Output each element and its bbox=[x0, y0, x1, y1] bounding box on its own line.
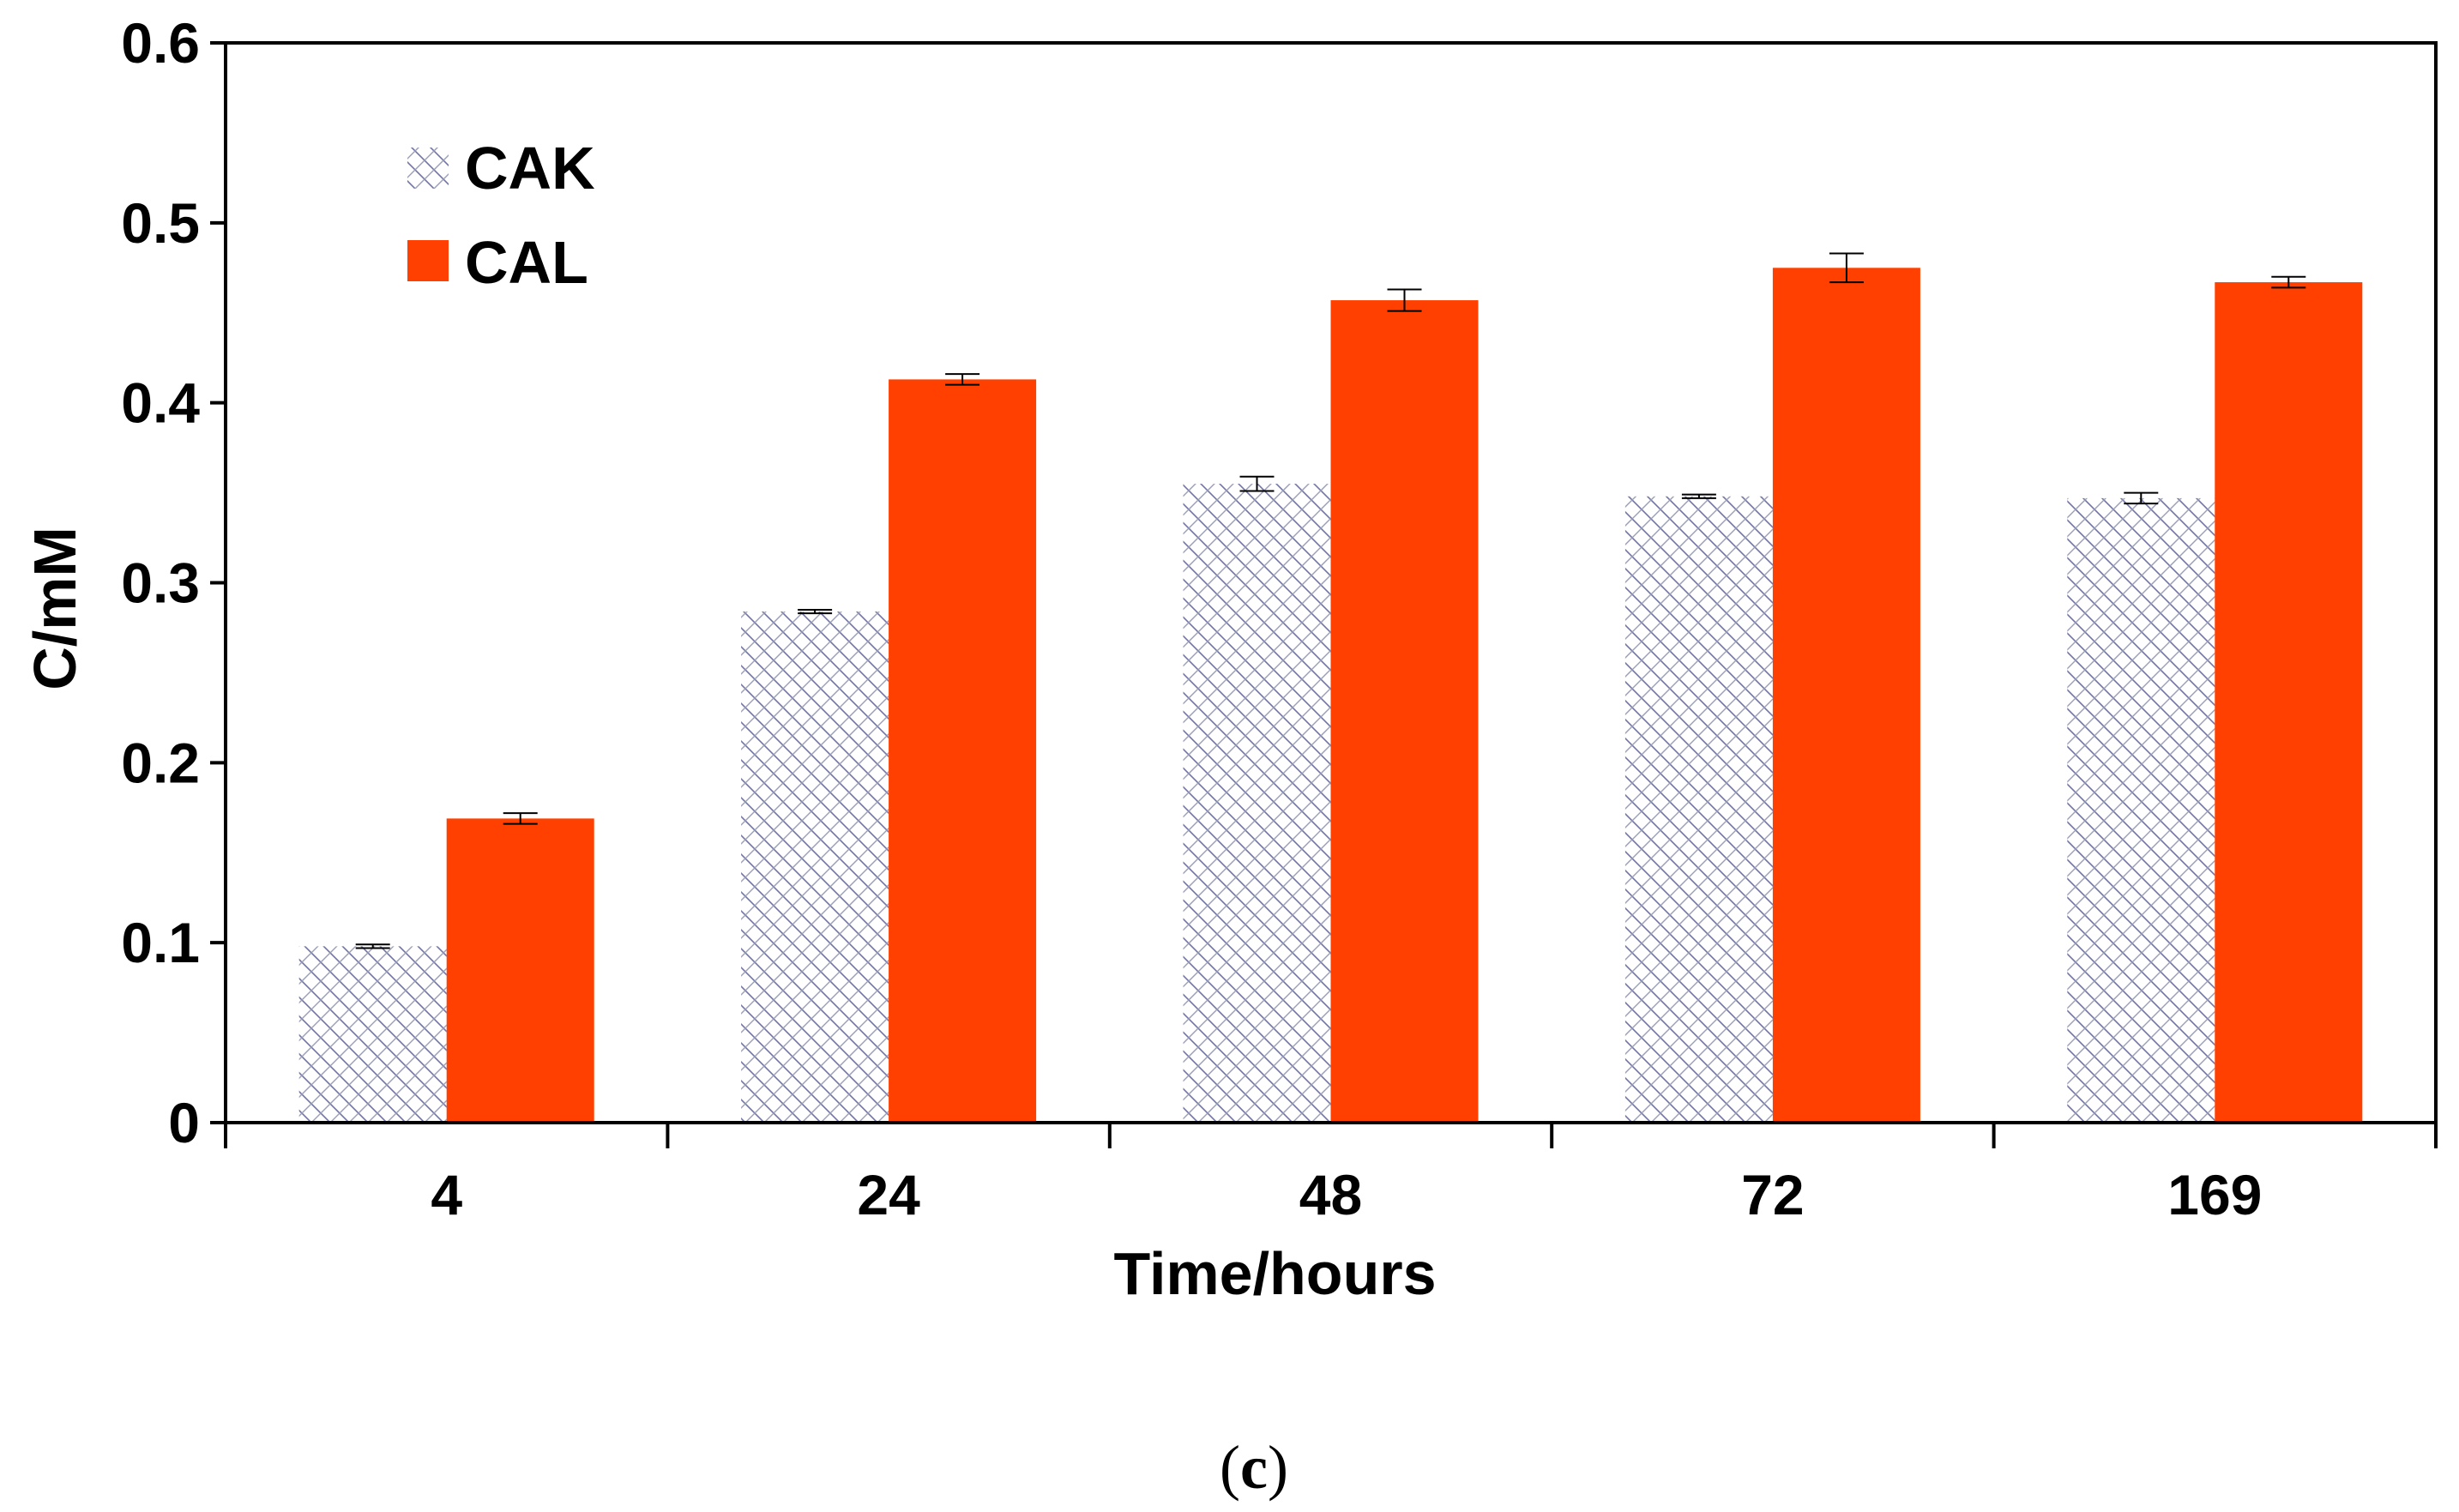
y-tick-label: 0.4 bbox=[121, 371, 200, 435]
x-axis-title: Time/hours bbox=[1113, 1240, 1436, 1307]
bar-cak-169 bbox=[2067, 497, 2215, 1123]
caption-close-paren: ) bbox=[1268, 1433, 1288, 1502]
error-bars-layer bbox=[355, 252, 2306, 949]
bar-cal-48 bbox=[1330, 300, 1479, 1123]
caption-open-paren: ( bbox=[1220, 1433, 1240, 1502]
error-bar-cak-72 bbox=[1681, 493, 1716, 499]
y-axis-title: C/mM bbox=[21, 527, 88, 690]
bar-cal-169 bbox=[2215, 282, 2363, 1123]
x-tick-label: 24 bbox=[857, 1163, 920, 1226]
y-tick-label: 0.3 bbox=[121, 551, 200, 615]
x-tick-label: 4 bbox=[431, 1163, 462, 1226]
error-bar-cak-4 bbox=[355, 943, 390, 949]
legend: CAK CAL bbox=[407, 135, 595, 296]
figure-caption: (c) bbox=[1220, 1433, 1288, 1502]
error-bar-cak-24 bbox=[798, 608, 833, 615]
y-tick-label: 0 bbox=[168, 1091, 200, 1154]
error-bar-cak-48 bbox=[1239, 475, 1275, 492]
error-bar-cak-169 bbox=[2124, 491, 2159, 505]
y-tick-label: 0.2 bbox=[121, 731, 200, 794]
x-tick-label: 48 bbox=[1299, 1163, 1362, 1226]
error-bar-cal-48 bbox=[1387, 288, 1422, 312]
error-bar-cal-169 bbox=[2271, 275, 2306, 289]
y-axis: 0 0.1 0.2 0.3 0.4 0.5 0.6 bbox=[121, 11, 226, 1154]
caption-letter: c bbox=[1240, 1433, 1268, 1502]
y-tick-label: 0.5 bbox=[121, 191, 200, 255]
y-tick-label: 0.1 bbox=[121, 911, 200, 974]
bar-cak-24 bbox=[741, 611, 889, 1123]
x-tick-label: 72 bbox=[1741, 1163, 1804, 1226]
bar-cak-4 bbox=[298, 946, 447, 1123]
error-bar-cal-4 bbox=[503, 812, 538, 825]
bar-cak-72 bbox=[1624, 496, 1773, 1123]
legend-label-cak: CAK bbox=[465, 135, 595, 202]
bar-cal-24 bbox=[889, 379, 1037, 1123]
legend-swatch-cak bbox=[407, 148, 449, 189]
error-bar-cal-72 bbox=[1829, 252, 1864, 284]
error-bar-cal-24 bbox=[945, 373, 980, 386]
x-tick-label: 169 bbox=[2167, 1163, 2262, 1226]
bar-cak-48 bbox=[1183, 484, 1331, 1123]
y-tick-label: 0.6 bbox=[121, 11, 200, 75]
legend-swatch-cal bbox=[407, 240, 449, 281]
x-axis: 4 24 48 72 169 bbox=[224, 1123, 2438, 1226]
bar-cal-72 bbox=[1772, 268, 1920, 1123]
legend-label-cal: CAL bbox=[465, 229, 588, 296]
bars-layer bbox=[298, 268, 2363, 1123]
bar-cal-4 bbox=[446, 818, 594, 1123]
